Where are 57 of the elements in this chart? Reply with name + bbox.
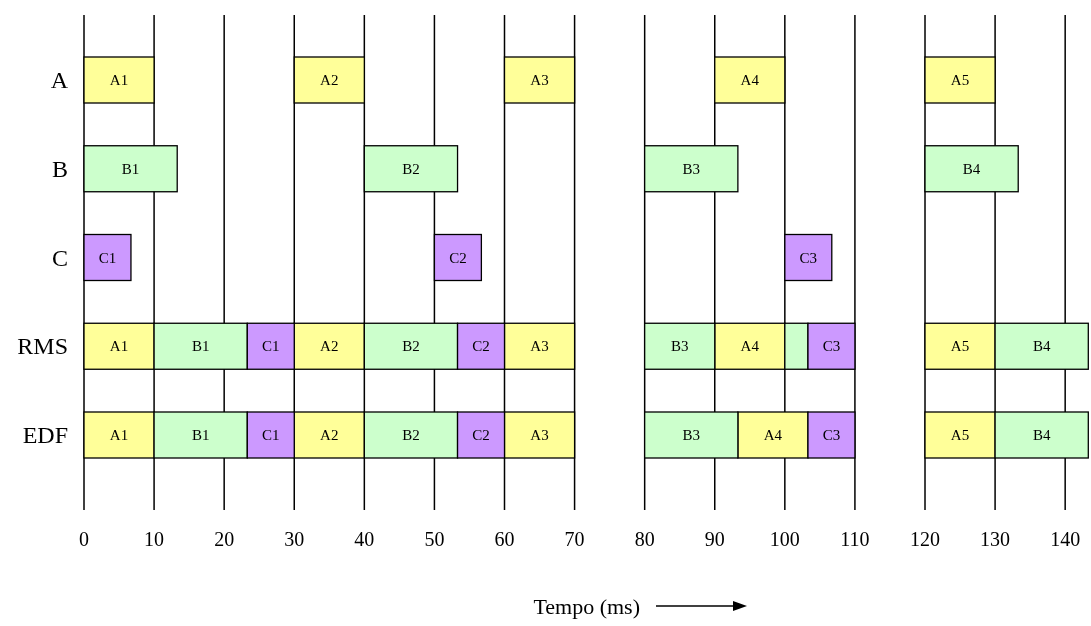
data-label: A3 <box>530 72 549 88</box>
data-label: C3 <box>822 338 841 355</box>
data-label: A1 <box>109 427 129 443</box>
data-label: B3 <box>670 338 689 355</box>
data-label: A4 <box>763 427 783 443</box>
x-tick-label: 10 <box>144 528 165 550</box>
x-tick-label: 140 <box>1050 528 1081 550</box>
data-label: A4 <box>740 338 760 355</box>
y-tick-label: RMS <box>17 333 68 360</box>
x-tick-label: 110 <box>840 528 870 550</box>
y-tick-label: EDF <box>22 422 68 448</box>
data-label: C2 <box>472 427 490 443</box>
data-label: A3 <box>530 427 549 443</box>
data-label: A3 <box>530 338 549 355</box>
x-tick-label: 50 <box>424 528 445 550</box>
data-label: B1 <box>121 160 140 177</box>
data-label: A5 <box>950 427 970 443</box>
data-label: A2 <box>320 72 339 88</box>
data-label: C2 <box>449 249 467 266</box>
data-label: B4 <box>1032 427 1051 443</box>
data-label: A5 <box>950 338 970 355</box>
data-label: C1 <box>262 338 280 355</box>
data-label: C3 <box>822 427 841 443</box>
data-label: C1 <box>262 427 280 443</box>
x-tick-label: 80 <box>634 528 655 550</box>
x-tick-label: 100 <box>769 528 800 550</box>
data-label: A2 <box>320 427 339 443</box>
data-label: B4 <box>962 160 981 177</box>
data-label: A4 <box>740 72 760 88</box>
data-label: A2 <box>320 338 339 355</box>
data-label: B4 <box>1032 338 1051 355</box>
x-tick-label: 40 <box>354 528 375 550</box>
data-label: B2 <box>402 160 420 177</box>
x-tick-label: 130 <box>980 528 1011 550</box>
data-label: A1 <box>109 338 129 355</box>
data-label: C1 <box>98 249 117 266</box>
y-tick-label: B <box>51 155 68 182</box>
data-label: B2 <box>402 338 420 355</box>
x-tick-label: 20 <box>214 528 235 550</box>
x-axis-title: Tempo (ms) <box>533 594 640 619</box>
data-label: B3 <box>682 427 701 443</box>
data-label: C2 <box>472 338 490 355</box>
data-label: B1 <box>191 338 210 355</box>
y-tick-label: A <box>50 67 69 93</box>
data-label: B2 <box>402 427 420 443</box>
data-label: B3 <box>682 160 701 177</box>
data-label: A5 <box>950 72 970 88</box>
data-label: C3 <box>799 249 818 266</box>
x-tick-label: 0 <box>79 528 89 550</box>
data-label: B1 <box>191 427 210 443</box>
x-tick-label: 30 <box>284 528 305 550</box>
x-tick-label: 90 <box>704 528 725 550</box>
y-tick-label: C <box>51 244 68 271</box>
x-tick-label: 120 <box>910 528 940 550</box>
x-tick-label: 70 <box>564 528 585 550</box>
data-label: A1 <box>109 72 129 88</box>
x-tick-label: 60 <box>494 528 515 550</box>
